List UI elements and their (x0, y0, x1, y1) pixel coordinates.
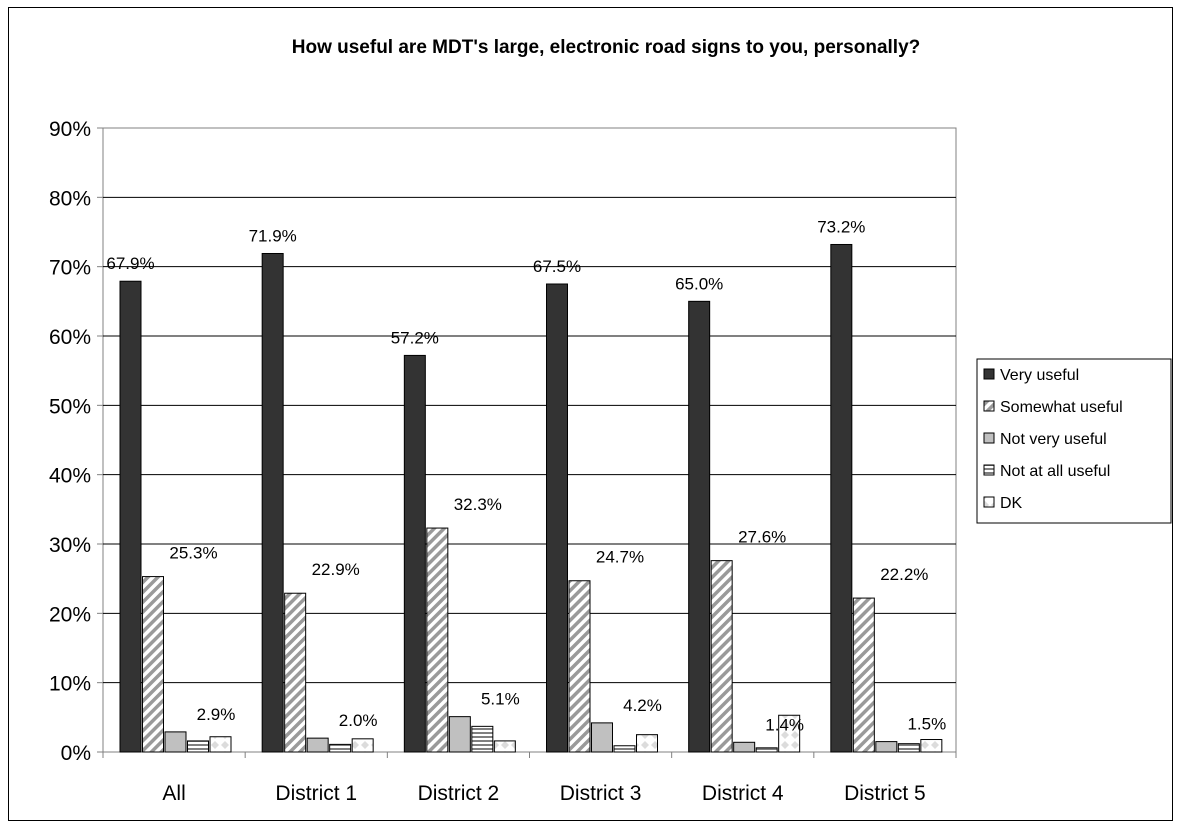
x-axis: All District 1 District 2 District 3 Dis… (162, 782, 925, 805)
data-label: 2.9% (197, 705, 236, 724)
bar-not-at-all-useful (755, 747, 778, 753)
bar-somewhat-useful (426, 527, 449, 753)
bar-dk (636, 734, 658, 753)
legend-swatch-dk (983, 496, 995, 508)
chart-title: How useful are MDT's large, electronic r… (292, 37, 921, 58)
bar-not-at-all-useful (187, 740, 209, 753)
bar-somewhat-useful (852, 597, 875, 753)
legend-label: Not very useful (1000, 431, 1107, 448)
bar-somewhat-useful (710, 560, 733, 753)
bar-dk (351, 738, 374, 753)
legend-label: Very useful (1000, 367, 1079, 384)
y-tick-label: 20% (49, 603, 91, 626)
bar-somewhat-useful (568, 580, 591, 753)
data-label: 57.2% (391, 328, 439, 347)
bars (119, 243, 943, 753)
bar-very-useful (546, 283, 568, 753)
plot-area (102, 127, 957, 753)
data-label: 73.2% (817, 217, 865, 236)
y-tick-label: 80% (49, 187, 91, 210)
x-category-label: District 1 (275, 782, 357, 805)
data-label: 24.7% (596, 548, 644, 567)
y-tick-label: 10% (49, 673, 91, 696)
y-tick-label: 70% (49, 257, 91, 280)
data-label: 22.2% (880, 565, 928, 584)
data-label: 27.6% (738, 528, 786, 547)
legend-label: Not at all useful (1000, 463, 1110, 480)
legend-label: Somewhat useful (1000, 399, 1123, 416)
data-label: 71.9% (249, 226, 297, 245)
y-axis: 0% 10% 20% 30% 40% 50% 60% 70% 80% 90% (49, 118, 91, 765)
x-category-label: All (162, 782, 185, 805)
y-tick-label: 60% (49, 326, 91, 349)
bar-very-useful (403, 354, 426, 753)
bar-very-useful (261, 252, 284, 753)
legend: Very useful Somewhat useful Not very use… (976, 358, 1172, 524)
bar-not-at-all-useful (329, 743, 352, 753)
bar-not-very-useful (306, 737, 329, 753)
x-category-label: District 4 (702, 782, 784, 805)
data-labels: 67.9% 71.9% 57.2% 67.5% 65.0% 73.2% 25.3% 22.9%… (106, 217, 946, 734)
legend-label: DK (1000, 495, 1023, 512)
data-label: 1.4% (765, 715, 804, 734)
data-label: 5.1% (481, 690, 520, 709)
bar-very-useful (830, 243, 853, 753)
bar-not-very-useful (164, 731, 187, 753)
bar-not-at-all-useful (471, 725, 494, 753)
y-tick-label: 30% (49, 534, 91, 557)
legend-swatch-very-useful (983, 368, 995, 380)
data-label: 32.3% (454, 495, 502, 514)
data-label: 4.2% (623, 696, 662, 715)
bar-very-useful (688, 300, 711, 753)
legend-swatch-not-very-useful (983, 432, 995, 444)
y-tick-label: 90% (49, 118, 91, 141)
bar-somewhat-useful (142, 576, 164, 753)
bar-not-very-useful (733, 741, 756, 753)
y-tick-label: 50% (49, 395, 91, 418)
data-label: 67.5% (533, 257, 581, 276)
x-category-label: District 3 (560, 782, 642, 805)
x-category-label: District 5 (844, 782, 926, 805)
data-label: 1.5% (907, 715, 946, 734)
bar-dk (778, 714, 801, 753)
bar-not-very-useful (875, 741, 898, 753)
bar-dk (209, 736, 232, 753)
legend-swatch-not-at-all-useful (983, 464, 995, 476)
bar-not-at-all-useful (613, 745, 636, 753)
bar-dk (493, 740, 516, 753)
bar-dk (920, 739, 943, 753)
data-label: 67.9% (106, 254, 154, 273)
x-category-label: District 2 (418, 782, 500, 805)
y-tick-label: 40% (49, 465, 91, 488)
y-tick-label: 0% (61, 742, 91, 765)
bar-not-at-all-useful (897, 743, 920, 753)
legend-box (976, 358, 1172, 524)
bar-very-useful (119, 280, 142, 753)
data-label: 2.0% (339, 711, 378, 730)
legend-swatch-somewhat-useful (983, 400, 995, 412)
gridlines (97, 127, 957, 758)
data-label: 25.3% (169, 544, 217, 563)
bar-somewhat-useful (284, 592, 307, 753)
data-label: 65.0% (675, 274, 723, 293)
bar-not-very-useful (591, 722, 613, 753)
data-label: 22.9% (312, 560, 360, 579)
bar-not-very-useful (448, 716, 471, 753)
